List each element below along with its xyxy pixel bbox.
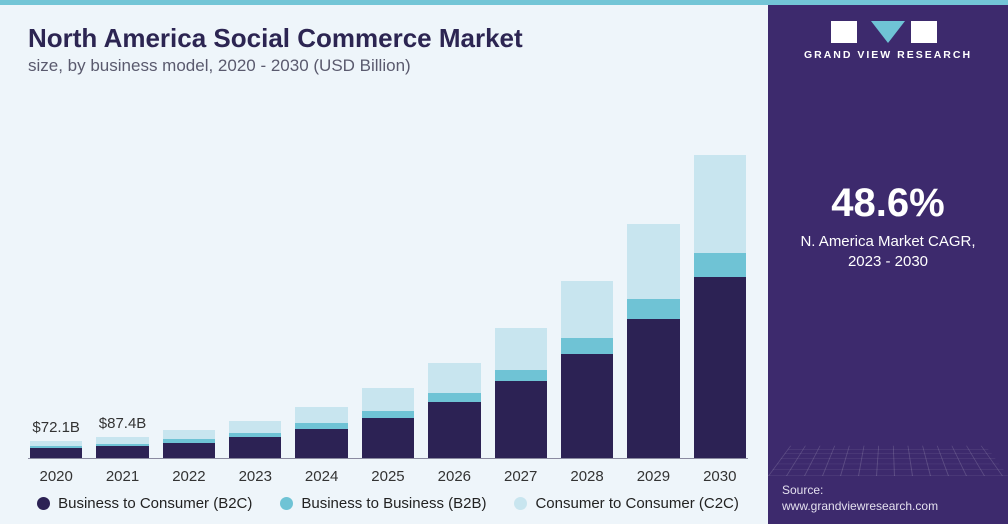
bar-segment-c2c <box>428 363 480 394</box>
bar-segment-b2b <box>561 338 613 353</box>
x-tick-label: 2024 <box>295 468 347 485</box>
bar-segment-b2c <box>561 354 613 458</box>
bar-column <box>627 224 679 458</box>
bar-segment-b2c <box>694 277 746 458</box>
bar-column <box>694 155 746 458</box>
bar-segment-c2c <box>627 224 679 299</box>
legend: Business to Consumer (B2C) Business to Bu… <box>28 495 748 512</box>
decorative-grid <box>768 446 1008 476</box>
bar-segment-b2c <box>295 429 347 458</box>
bar-segment-c2c <box>163 430 215 439</box>
chart-panel: North America Social Commerce Market siz… <box>0 5 768 524</box>
bar-segment-c2c <box>96 437 148 444</box>
logo-shape-triangle-icon <box>871 21 905 43</box>
source-label: Source: <box>782 483 823 497</box>
bar-segment-b2c <box>627 319 679 458</box>
bar-segment-b2c <box>163 443 215 458</box>
bar-segment-b2b <box>495 370 547 382</box>
legend-item-b2c: Business to Consumer (B2C) <box>37 495 252 512</box>
x-tick-label: 2025 <box>362 468 414 485</box>
legend-item-c2c: Consumer to Consumer (C2C) <box>514 495 738 512</box>
bar-segment-c2c <box>295 407 347 423</box>
stat-block: 48.6% N. America Market CAGR, 2023 - 203… <box>800 181 975 273</box>
bar-value-label: $72.1B <box>32 419 80 436</box>
bar-segment-c2c <box>229 421 281 433</box>
bar-segment-b2b <box>627 299 679 318</box>
bar-segment-b2c <box>428 402 480 458</box>
bar-column <box>495 328 547 458</box>
bar-segment-b2c <box>495 381 547 458</box>
legend-label: Business to Consumer (B2C) <box>58 495 252 512</box>
bar-column: $72.1B <box>30 441 82 458</box>
bar-segment-b2b <box>428 393 480 402</box>
x-tick-label: 2028 <box>561 468 613 485</box>
chart-subtitle: size, by business model, 2020 - 2030 (US… <box>28 56 748 76</box>
legend-label: Business to Business (B2B) <box>301 495 486 512</box>
x-tick-label: 2027 <box>495 468 547 485</box>
legend-swatch-icon <box>37 497 50 510</box>
bar-segment-c2c <box>362 388 414 410</box>
legend-label: Consumer to Consumer (C2C) <box>535 495 738 512</box>
x-tick-label: 2030 <box>694 468 746 485</box>
x-tick-label: 2020 <box>30 468 82 485</box>
chart-title: North America Social Commerce Market <box>28 23 748 54</box>
logo-icon <box>831 21 945 43</box>
bar-segment-b2b <box>694 253 746 277</box>
bar-value-label: $87.4B <box>99 415 147 432</box>
legend-swatch-icon <box>280 497 293 510</box>
sidebar-panel: GRAND VIEW RESEARCH 48.6% N. America Mar… <box>768 5 1008 524</box>
bar-segment-b2b <box>362 411 414 418</box>
stat-value: 48.6% <box>800 181 975 226</box>
bar-column <box>362 388 414 458</box>
bar-column <box>428 363 480 458</box>
x-tick-label: 2026 <box>428 468 480 485</box>
logo-text: GRAND VIEW RESEARCH <box>804 49 972 61</box>
source-url: www.grandviewresearch.com <box>782 499 938 513</box>
legend-item-b2b: Business to Business (B2B) <box>280 495 486 512</box>
chart-area: $72.1B$87.4B 202020212022202320242025202… <box>28 86 748 493</box>
bar-segment-c2c <box>561 281 613 338</box>
logo-shape-left <box>831 21 865 43</box>
bar-segment-b2c <box>229 437 281 458</box>
legend-swatch-icon <box>514 497 527 510</box>
bar-segment-b2c <box>30 448 82 458</box>
bar-segment-b2c <box>362 418 414 458</box>
bars-container: $72.1B $87.4B <box>28 139 748 459</box>
brand-logo: GRAND VIEW RESEARCH <box>804 21 972 61</box>
bar-column <box>229 421 281 458</box>
x-tick-label: 2021 <box>96 468 148 485</box>
bar-segment-b2c <box>96 446 148 458</box>
bar-segment-c2c <box>495 328 547 370</box>
bar-segment-c2c <box>694 155 746 252</box>
infographic-frame: North America Social Commerce Market siz… <box>0 0 1008 524</box>
stat-caption-line1: N. America Market CAGR, <box>800 233 975 250</box>
x-tick-label: 2022 <box>163 468 215 485</box>
bar-column <box>295 407 347 458</box>
stat-caption: N. America Market CAGR, 2023 - 2030 <box>800 232 975 273</box>
bar-column: $87.4B <box>96 437 148 458</box>
source-block: Source: www.grandviewresearch.com <box>782 482 938 514</box>
logo-shape-right <box>911 21 945 43</box>
x-tick-label: 2023 <box>229 468 281 485</box>
x-tick-label: 2029 <box>627 468 679 485</box>
bar-column <box>561 281 613 458</box>
bar-column <box>163 430 215 458</box>
stat-caption-line2: 2023 - 2030 <box>848 253 928 270</box>
x-axis: 2020 2021 2022 2023 2024 2025 2026 2027 2028 2029… <box>28 468 748 485</box>
